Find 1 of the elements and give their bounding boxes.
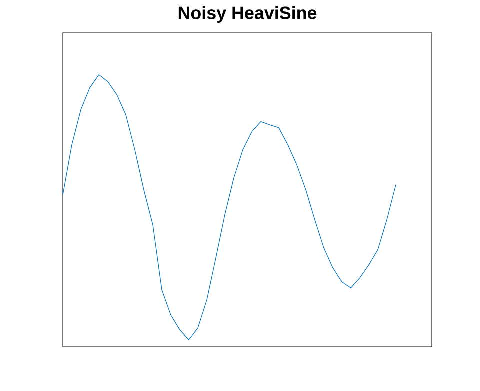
chart-title: Noisy HeaviSine [178,6,317,23]
